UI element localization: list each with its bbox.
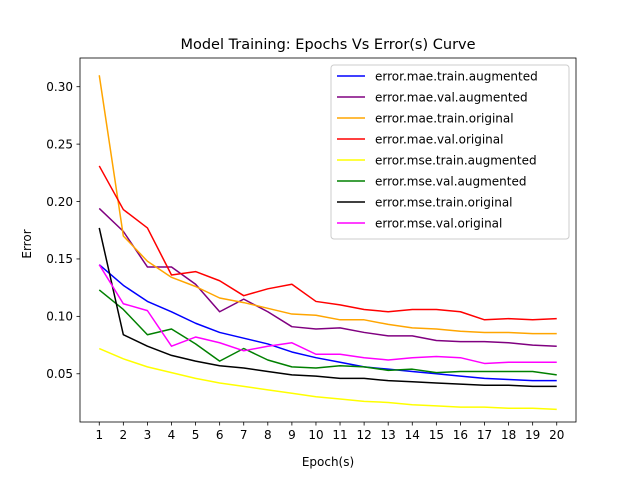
x-tick-label: 12: [356, 428, 371, 442]
legend-label: error.mae.val.original: [375, 132, 503, 146]
series-line-error.mae.val.original: [98, 165, 557, 321]
x-tick-label: 9: [288, 428, 296, 442]
plot-area: [79, 57, 577, 423]
legend-label: error.mae.train.original: [375, 111, 514, 125]
series-line-error.mae.train.original: [98, 75, 557, 335]
x-tick-label: 4: [168, 428, 176, 442]
x-tick-label: 20: [549, 428, 564, 442]
y-axis-label: Error: [20, 229, 34, 258]
y-tick-label: 0.30: [46, 80, 73, 94]
legend-label: error.mse.val.original: [375, 216, 502, 230]
x-axis-label: Epoch(s): [302, 455, 354, 469]
chart-title: Model Training: Epochs Vs Error(s) Curve: [180, 37, 475, 53]
x-tick-label: 14: [405, 428, 420, 442]
legend: error.mae.train.augmented error.mae.val.a…: [330, 64, 570, 240]
x-tick-label: 17: [477, 428, 492, 442]
series-line-error.mse.val.augmented: [98, 289, 557, 376]
x-tick-label: 1: [95, 428, 103, 442]
plot-frame: [79, 57, 577, 423]
series-line-error.mse.val.original: [98, 264, 557, 365]
series-line-error.mse.train.augmented: [98, 347, 557, 411]
x-tick-label: 10: [308, 428, 323, 442]
x-tick-label: 2: [120, 428, 128, 442]
x-tick-label: 15: [429, 428, 444, 442]
x-tick-label: 7: [240, 428, 248, 442]
x-tick-label: 18: [501, 428, 516, 442]
y-tick-label: 0.20: [46, 195, 73, 209]
x-axis: 1 2 3 4 5 6 7 8 9 10 11 12 13 14 15 16 17 18 19 20: [95, 422, 564, 442]
x-tick-label: 3: [144, 428, 152, 442]
x-tick-label: 6: [216, 428, 224, 442]
y-tick-label: 0.25: [46, 137, 73, 151]
x-tick-label: 13: [381, 428, 396, 442]
x-tick-label: 11: [332, 428, 347, 442]
y-tick-label: 0.15: [46, 252, 73, 266]
series-line-error.mae.train.augmented: [98, 264, 557, 382]
y-axis: 0.05 0.10 0.15 0.20 0.25 0.30: [46, 80, 80, 381]
series-line-error.mae.val.augmented: [98, 207, 557, 347]
series-line-error.mse.train.original: [98, 227, 557, 388]
legend-label: error.mse.val.augmented: [375, 174, 526, 188]
legend-label: error.mse.train.original: [375, 195, 513, 209]
legend-label: error.mae.train.augmented: [375, 69, 538, 83]
x-tick-label: 8: [264, 428, 272, 442]
legend-label: error.mse.train.augmented: [375, 153, 537, 167]
y-tick-label: 0.10: [46, 310, 73, 324]
x-tick-label: 5: [192, 428, 200, 442]
y-tick-label: 0.05: [46, 367, 73, 381]
legend-label: error.mae.val.augmented: [375, 90, 528, 104]
x-tick-label: 16: [453, 428, 468, 442]
x-tick-label: 19: [525, 428, 540, 442]
legend-box: [330, 64, 570, 240]
